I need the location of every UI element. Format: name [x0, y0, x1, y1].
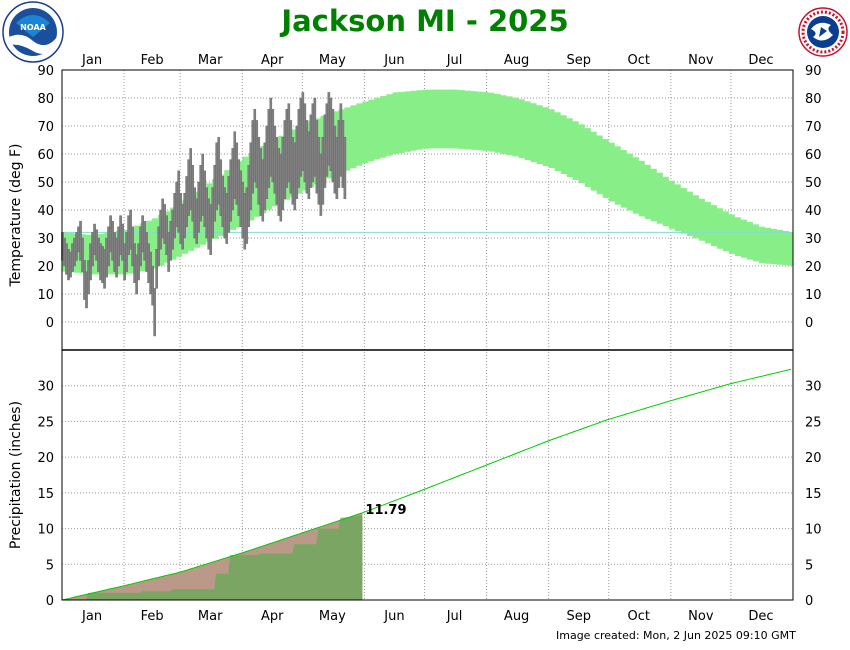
month-label-top: Jun [383, 53, 404, 68]
month-label-top: Nov [688, 53, 714, 68]
month-label-top: Apr [261, 53, 284, 68]
month-label-top: Oct [628, 53, 650, 68]
observed-temperature-bar [121, 223, 124, 261]
temp-tick-label-left: 70 [37, 120, 54, 135]
observed-precip-area [62, 515, 363, 600]
temp-tick-label-left: 30 [37, 232, 54, 247]
temp-tick-label-right: 90 [805, 64, 822, 79]
temp-tick-label-right: 60 [805, 148, 822, 163]
temp-tick-label-left: 60 [37, 148, 54, 163]
temp-tick-label-right: 80 [805, 92, 822, 107]
month-label-bottom: May [319, 609, 346, 624]
month-label-top: Aug [504, 53, 529, 68]
temp-tick-label-left: 80 [37, 92, 54, 107]
observed-temperature-bar [153, 288, 156, 337]
month-label-bottom: Dec [748, 609, 773, 624]
month-label-bottom: Feb [141, 609, 164, 624]
nws-logo [798, 7, 848, 57]
noaa-logo: NOAA [2, 1, 64, 63]
month-label-top: May [319, 53, 346, 68]
month-label-bottom: Sep [566, 609, 591, 624]
precip-tick-label-right: 15 [805, 487, 822, 502]
temp-tick-label-left: 10 [37, 288, 54, 303]
temp-tick-label-left: 50 [37, 176, 54, 191]
precip-tick-label-right: 25 [805, 415, 822, 430]
month-label-bottom: Aug [504, 609, 529, 624]
svg-text:NOAA: NOAA [20, 23, 46, 32]
precip-tick-label-left: 10 [37, 523, 54, 538]
month-label-top: Dec [748, 53, 773, 68]
observed-temperature-bar [81, 237, 84, 272]
month-label-bottom: Oct [628, 609, 650, 624]
month-label-bottom: Nov [688, 609, 714, 624]
month-label-bottom: Jan [81, 609, 102, 624]
precip-tick-label-left: 25 [37, 415, 54, 430]
precip-tick-label-right: 20 [805, 451, 822, 466]
temp-tick-label-right: 30 [805, 232, 822, 247]
precip-total-label: 11.79 [365, 503, 406, 518]
chart-title: Jackson MI - 2025 [281, 4, 569, 38]
plot-frame [61, 69, 794, 601]
month-label-bottom: Jul [446, 609, 463, 624]
precip-tick-label-left: 15 [37, 487, 54, 502]
observed-temperature-bar [151, 265, 154, 306]
normal-precip-line [61, 368, 792, 601]
precip-tick-label-left: 0 [46, 594, 54, 609]
temp-tick-label-right: 70 [805, 120, 822, 135]
temp-tick-label-right: 0 [805, 316, 813, 331]
image-created-timestamp: Image created: Mon, 2 Jun 2025 09:10 GMT [556, 629, 796, 642]
temp-tick-label-left: 0 [46, 316, 54, 331]
month-label-top: Sep [566, 53, 591, 68]
temp-tick-label-right: 50 [805, 176, 822, 191]
temp-tick-label-left: 20 [37, 260, 54, 275]
precip-axis-title: Precipitation (inches) [8, 401, 24, 549]
temp-tick-label-right: 20 [805, 260, 822, 275]
precip-tick-label-right: 5 [805, 558, 813, 573]
month-label-bottom: Jun [383, 609, 404, 624]
precip-tick-label-right: 10 [805, 523, 822, 538]
precip-tick-label-right: 30 [805, 380, 822, 395]
month-label-top: Mar [198, 53, 223, 68]
month-label-bottom: Mar [198, 609, 223, 624]
month-label-bottom: Apr [261, 609, 284, 624]
month-label-top: Jan [81, 53, 102, 68]
observed-temperature-bar [343, 136, 347, 199]
precip-tick-label-left: 5 [46, 558, 54, 573]
observed-temperature-bar [155, 248, 158, 289]
month-label-top: Feb [141, 53, 164, 68]
temp-tick-label-right: 10 [805, 288, 822, 303]
temp-axis-title: Temperature (deg F) [8, 144, 24, 288]
precip-tick-label-left: 20 [37, 451, 54, 466]
precip-tick-label-left: 30 [37, 380, 54, 395]
temp-tick-label-right: 40 [805, 204, 822, 219]
month-label-top: Jul [446, 53, 463, 68]
temp-tick-label-left: 40 [37, 204, 54, 219]
precip-tick-label-right: 0 [805, 594, 813, 609]
temp-tick-label-left: 90 [37, 64, 54, 79]
